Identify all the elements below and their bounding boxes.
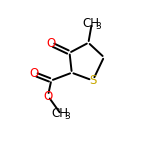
Text: O: O [46,37,55,50]
Text: CH: CH [52,107,69,120]
Text: 3: 3 [64,112,70,121]
Text: S: S [89,74,97,87]
Text: CH: CH [83,17,100,30]
Text: O: O [43,90,52,103]
Text: 3: 3 [95,22,101,31]
Text: O: O [29,67,39,80]
